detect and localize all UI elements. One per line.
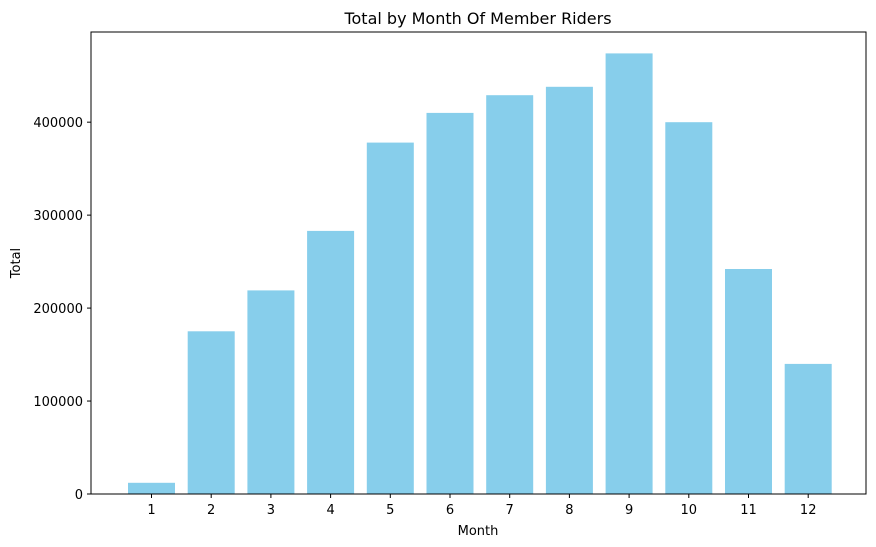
- x-tick-label: 7: [506, 503, 514, 518]
- x-tick-label: 9: [625, 503, 633, 518]
- x-tick-label: 11: [740, 503, 757, 518]
- x-tick-label: 2: [207, 503, 215, 518]
- y-axis-label: Total: [9, 248, 24, 279]
- bar-month-8: [545, 86, 593, 495]
- x-tick-label: 12: [800, 503, 817, 518]
- bar-month-11: [725, 269, 772, 494]
- x-axis: 1 2 3 4 5 6 7 8 9 10 11 12: [147, 494, 816, 518]
- y-tick-label: 200000: [33, 302, 83, 317]
- bar-month-6: [426, 112, 474, 495]
- x-tick-label: 5: [386, 503, 394, 518]
- x-axis-label: Month: [458, 524, 499, 539]
- y-tick-label: 400000: [33, 116, 83, 131]
- bar-month-12: [784, 363, 832, 494]
- plot-frame: [90, 31, 867, 495]
- x-tick-label: 4: [326, 503, 334, 518]
- x-tick-label: 10: [681, 503, 698, 518]
- bar-month-10: [665, 122, 713, 494]
- bar-month-2: [187, 331, 235, 494]
- x-tick-label: 1: [147, 503, 155, 518]
- bar-month-7: [486, 95, 534, 494]
- bar-month-9: [605, 53, 653, 495]
- chart-title: Total by Month Of Member Riders: [343, 9, 611, 28]
- bar-month-5: [366, 142, 414, 494]
- bar-month-3: [247, 290, 295, 494]
- x-tick-label: 8: [565, 503, 573, 518]
- bars-group: [128, 53, 832, 495]
- y-axis: 0 100000 200000 300000 400000: [33, 116, 91, 503]
- bar-month-4: [307, 230, 355, 494]
- y-tick-label: 0: [75, 488, 83, 503]
- y-tick-label: 100000: [33, 395, 83, 410]
- x-tick-label: 3: [267, 503, 275, 518]
- x-tick-label: 6: [446, 503, 454, 518]
- y-tick-label: 300000: [33, 209, 83, 224]
- bar-month-1: [128, 482, 175, 494]
